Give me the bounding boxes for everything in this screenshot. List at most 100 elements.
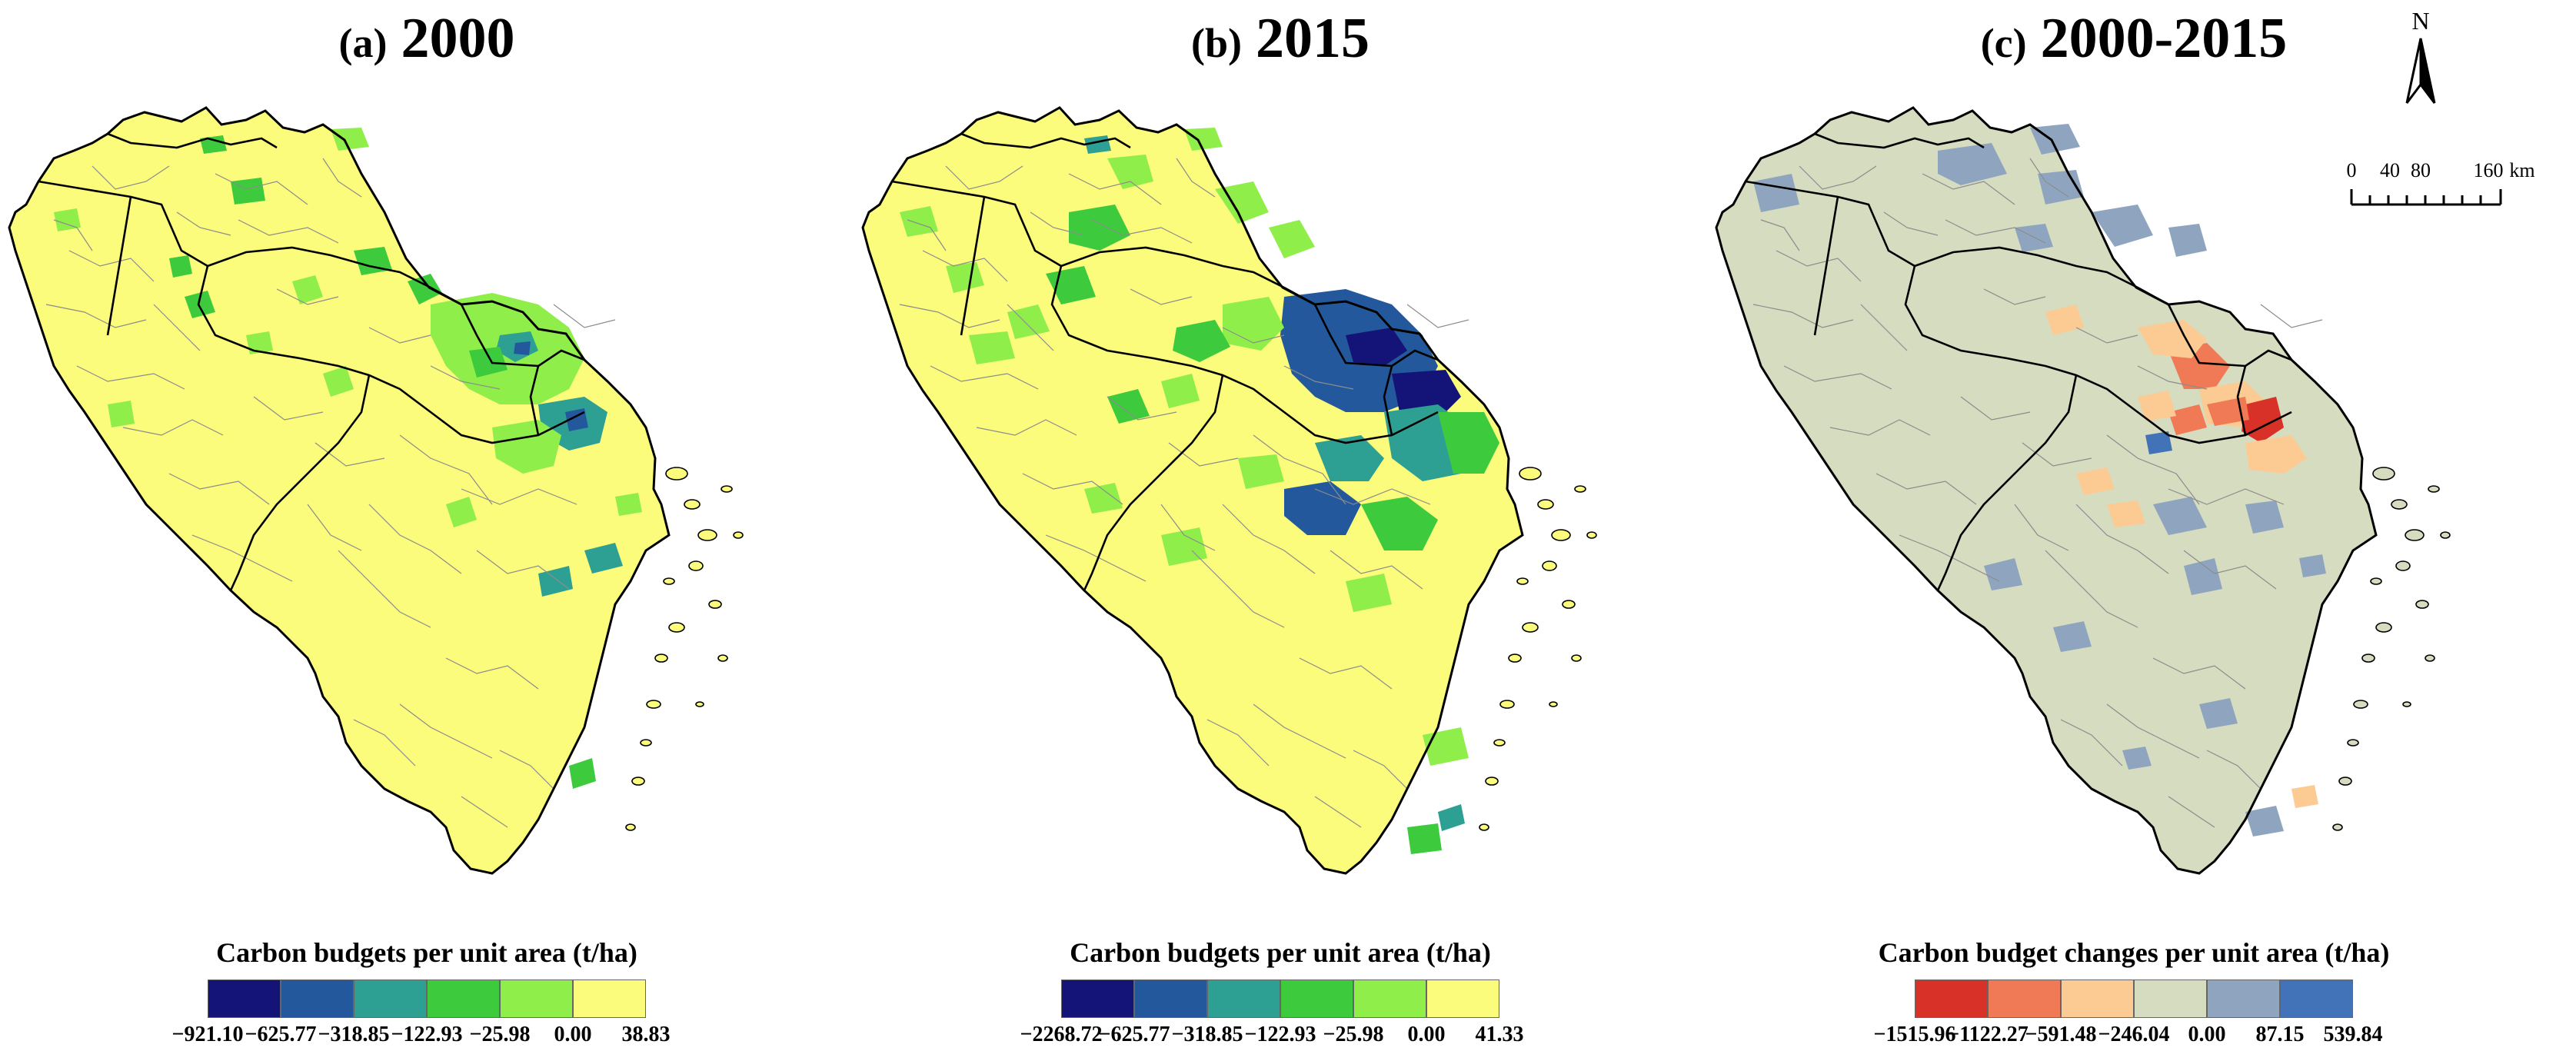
county-boundary [1007,304,1054,351]
county-boundary [368,327,431,344]
legend-ticks: −921.10 −625.77 −318.85 −122.93 −25.98 0.00 38… [172,1023,671,1053]
region-outline [8,106,671,875]
county-boundary [1206,719,1270,767]
county-boundary [1330,550,1423,590]
county-boundary [191,534,293,582]
county-patch [1173,320,1230,362]
island [2370,577,2382,585]
county-patch [54,208,81,231]
county-boundary [1406,304,1469,328]
legend-tick-label: −1515.96 [1873,1023,1956,1046]
legend-title: Carbon budgets per unit area (t/ha) [216,937,637,968]
county-boundary [68,250,155,282]
region-map [1715,106,2451,875]
north-arrow-icon: N [2405,7,2436,104]
county-patch [200,135,227,154]
island [1551,529,1571,541]
legend-swatch [1915,980,1988,1018]
scale-label-160: 160 [2474,159,2504,181]
county-boundary [2137,365,2208,390]
province-boundary [106,196,132,336]
county-boundary [1883,211,1939,236]
county-patch [2168,224,2207,257]
county-patch [1346,574,1392,612]
county-patch [1069,205,1130,251]
county-boundary [307,504,362,551]
county-boundary [1222,504,1316,574]
county-boundary [1222,327,1285,344]
county-boundary [2206,750,2261,790]
county-boundary [92,165,170,190]
county-boundary [399,434,493,505]
county-boundary [1960,396,2031,421]
legend-title: Carbon budget changes per unit area (t/h… [1878,937,2390,968]
province-boundary [960,196,986,336]
legend-tick-label: 539.84 [2323,1023,2383,1046]
panel-label: (a) [338,20,388,66]
county-patch [1107,389,1150,424]
legend-tick-label: 41.33 [1475,1023,1524,1046]
island [1516,577,1529,585]
county-patch [323,366,354,397]
county-patch [2168,404,2207,435]
county-boundary [215,173,308,205]
county-patch [108,401,135,427]
legend-tick-label: −318.85 [318,1023,390,1046]
county-boundary [176,211,231,236]
county-patch [2145,431,2172,454]
island [1519,467,1542,481]
legend-tick-label: −122.93 [391,1023,463,1046]
county-boundary [1945,219,2046,244]
county-boundary [1107,396,1177,421]
county-boundary [1176,158,1216,198]
region-map [8,106,744,875]
island [1586,531,1597,539]
island [2332,823,2343,831]
county-patch [900,206,938,237]
province-boundary [1083,374,1224,591]
legend-swatches [208,980,646,1018]
county-boundary [238,219,339,244]
county-patch [969,331,1015,364]
island [2375,622,2392,633]
province-boundary [1814,132,1985,149]
legend-swatch [427,980,500,1018]
county-boundary [461,796,508,828]
county-boundary [430,365,501,390]
legend-tick-label: −25.98 [1323,1023,1384,1046]
county-patch [1315,435,1384,481]
county-boundary [253,396,324,421]
county-boundary [1068,173,1162,205]
county-boundary [399,703,493,759]
panel-label: (b) [1191,20,1242,66]
map-panel-change: (c) 2000-2015 Carbon budget changes per u… [1707,0,2561,1061]
county-patch [2138,391,2176,421]
province-boundary [960,132,1131,149]
province-boundary [107,132,278,149]
island [708,600,722,609]
county-patch [1438,804,1465,831]
county-boundary [1899,534,2000,582]
island [646,700,661,709]
scale-label-80: 80 [2411,159,2431,181]
legend-swatch [2061,980,2134,1018]
county-boundary [1760,219,1800,251]
county-boundary [930,365,1039,390]
county-patch [1161,374,1200,408]
county-boundary [2106,703,2200,759]
legend-swatches [1061,980,1499,1018]
island [1562,600,1576,609]
legend-swatches [1915,980,2353,1018]
county-patch [1392,370,1461,420]
legend-swatch [281,980,354,1018]
province-boundary [1745,180,1915,268]
county-patch [246,331,273,354]
county-boundary [1776,250,1862,282]
county-patch [2122,747,2152,770]
legend-ticks: −1515.96 −1122.27 −591.48 −246.04 0.00 87.15 5… [1874,1023,2383,1053]
county-boundary [2168,796,2215,828]
county-patch [2299,554,2326,577]
county-patch [1361,497,1438,550]
county-patch [2053,621,2092,652]
legend-tick-label: −921.10 [171,1023,244,1046]
